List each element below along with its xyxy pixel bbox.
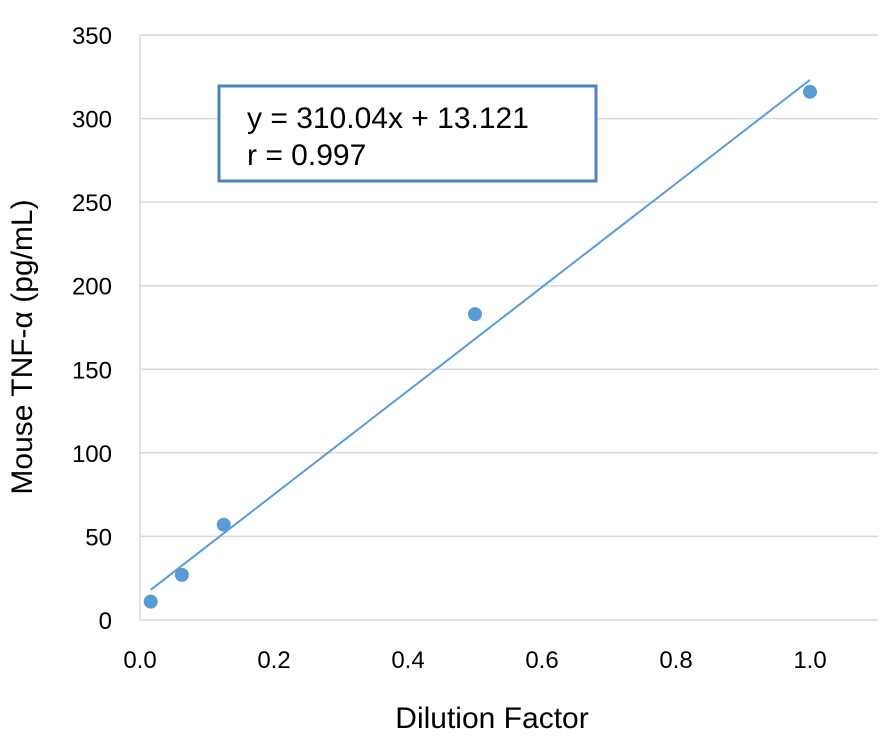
data-point xyxy=(803,84,817,99)
y-tick-label: 200 xyxy=(72,274,112,301)
x-tick-label: 1.0 xyxy=(793,647,826,674)
y-tick-label: 300 xyxy=(72,107,112,134)
data-point xyxy=(143,594,158,609)
data-point xyxy=(174,567,189,582)
x-tick-label: 0.2 xyxy=(257,647,290,674)
y-tick-label: 0 xyxy=(99,608,112,635)
y-tick-label: 100 xyxy=(72,441,112,468)
x-axis-title: Dilution Factor xyxy=(395,702,588,735)
data-points xyxy=(143,84,817,609)
equation-box xyxy=(217,84,598,183)
y-tick-labels: 0 50 100 150 200 250 300 350 xyxy=(72,23,112,635)
equation-label: y = 310.04x + 13.121 xyxy=(247,102,529,135)
data-point xyxy=(468,307,482,322)
trendline xyxy=(150,79,811,591)
x-tick-label: 0.8 xyxy=(659,647,692,674)
x-tick-labels: 0.0 0.2 0.4 0.6 0.8 1.0 xyxy=(123,647,826,674)
x-tick-label: 0.4 xyxy=(391,647,424,674)
x-tick-label: 0.6 xyxy=(525,647,558,674)
correlation-label: r = 0.997 xyxy=(247,139,366,172)
x-tick-label: 0.0 xyxy=(123,647,156,674)
data-point xyxy=(216,517,231,532)
y-tick-label: 150 xyxy=(72,357,112,384)
gridlines xyxy=(140,34,878,621)
y-axis-title: Mouse TNF-α (pg/mL) xyxy=(6,199,39,494)
y-tick-label: 50 xyxy=(85,524,112,551)
y-tick-label: 250 xyxy=(72,190,112,217)
y-tick-label: 350 xyxy=(72,23,112,50)
